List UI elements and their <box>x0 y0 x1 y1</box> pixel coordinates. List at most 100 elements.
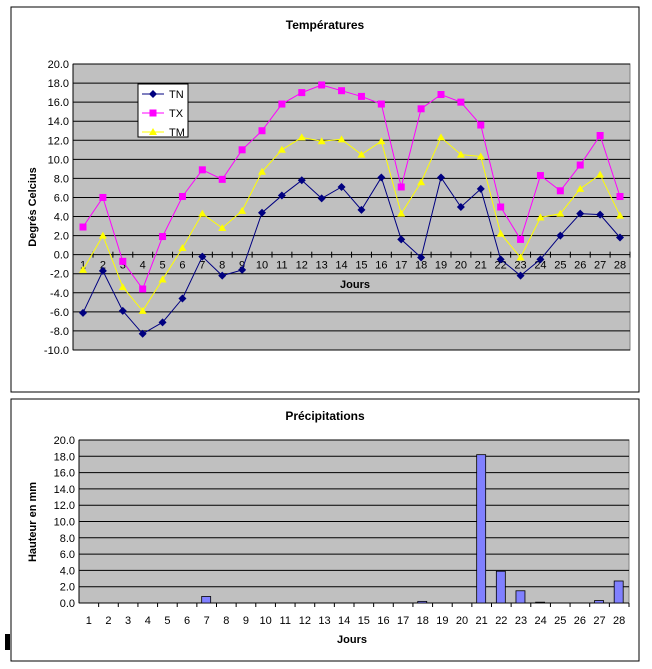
y-tick-label: 20.0 <box>48 59 69 71</box>
precip-bar <box>476 454 487 604</box>
point-tx <box>517 235 525 243</box>
point-tm <box>616 211 624 219</box>
precip-bar <box>515 590 526 604</box>
point-tx <box>457 98 465 106</box>
point-tx <box>536 172 544 180</box>
point-tn <box>397 235 406 244</box>
point-tn <box>118 306 127 315</box>
legend-label: TX <box>169 108 184 120</box>
x-tick-label: 6 <box>179 260 185 272</box>
point-tx <box>139 285 147 293</box>
point-tx <box>238 146 246 154</box>
x-tick-label: 19 <box>435 260 447 272</box>
x-tick-label: 28 <box>614 260 626 272</box>
point-tm <box>118 283 127 291</box>
x-tick-label: 13 <box>316 260 328 272</box>
x-tick-label: 28 <box>613 615 625 627</box>
point-tn <box>377 173 386 182</box>
point-tx <box>497 203 505 211</box>
point-tn <box>238 265 247 274</box>
x-tick-label: 12 <box>299 615 311 627</box>
point-tm <box>218 223 227 231</box>
x-tick-label: 19 <box>436 615 448 627</box>
x-tick-label: 4 <box>140 260 146 272</box>
point-tm <box>516 253 525 261</box>
point-tm <box>178 243 187 251</box>
precipitation-title: Précipitations <box>285 409 365 423</box>
point-tm <box>476 152 485 160</box>
y-tick-label: 18.0 <box>48 78 69 90</box>
point-tm <box>536 213 545 221</box>
x-tick-label: 23 <box>515 615 527 627</box>
point-tn <box>476 184 485 193</box>
x-tick-label: 3 <box>125 615 131 627</box>
point-tn <box>337 182 346 191</box>
x-tick-label: 12 <box>296 260 308 272</box>
legend-marker <box>149 128 157 135</box>
point-tx <box>198 166 206 174</box>
corner-marker <box>5 634 10 650</box>
x-tick-label: 14 <box>338 615 350 627</box>
y-tick-label: 4.0 <box>54 212 69 224</box>
x-tick-label: 15 <box>355 260 367 272</box>
y-tick-label: 16.0 <box>54 468 75 480</box>
y-tick-label: 16.0 <box>48 97 69 109</box>
x-tick-label: 10 <box>256 260 268 272</box>
x-tick-label: 21 <box>476 615 488 627</box>
point-tn <box>596 210 605 219</box>
point-tx <box>298 89 306 97</box>
series-line-tm <box>82 136 621 312</box>
point-tn <box>556 231 565 240</box>
point-tx <box>119 257 127 265</box>
point-tm <box>437 133 445 141</box>
temperature-ylabel: Degrés Celcius <box>27 167 39 246</box>
point-tx <box>437 91 445 99</box>
point-tm <box>357 150 366 158</box>
point-tx <box>596 132 604 139</box>
x-tick-label: 26 <box>574 615 586 627</box>
series-line-tn <box>82 176 621 335</box>
point-tn <box>496 255 505 264</box>
x-tick-label: 25 <box>554 615 566 627</box>
y-tick-label: 6.0 <box>54 192 69 204</box>
precip-bar <box>417 600 428 604</box>
x-tick-label: 3 <box>120 260 126 272</box>
x-tick-label: 20 <box>455 260 467 272</box>
x-tick-label: 2 <box>100 260 106 272</box>
x-tick-label: 11 <box>276 260 287 272</box>
point-tm <box>297 133 306 141</box>
legend-label: TN <box>169 89 184 101</box>
point-tn <box>417 253 426 262</box>
x-tick-label: 2 <box>105 615 111 627</box>
x-tick-label: 25 <box>554 260 566 272</box>
point-tn <box>198 252 207 261</box>
legend <box>137 83 189 138</box>
x-tick-label: 7 <box>199 260 205 272</box>
y-tick-label: 2.0 <box>60 582 75 594</box>
x-tick-label: 18 <box>415 260 427 272</box>
y-tick-label: 2.0 <box>54 231 69 243</box>
y-tick-label: 10.0 <box>54 517 75 529</box>
x-tick-label: 24 <box>534 260 546 272</box>
point-tm <box>238 206 247 214</box>
point-tm <box>377 137 386 145</box>
y-tick-label: 0.0 <box>60 598 75 610</box>
y-tick-label: -2.0 <box>50 269 69 281</box>
legend-marker <box>149 109 157 117</box>
y-tick-label: 14.0 <box>48 116 69 128</box>
point-tn <box>616 233 624 242</box>
point-tm <box>258 167 266 175</box>
point-tm <box>277 145 286 153</box>
point-tx <box>417 105 425 113</box>
x-tick-label: 27 <box>594 260 606 272</box>
point-tx <box>477 121 485 129</box>
point-tx <box>79 223 87 231</box>
point-tm <box>79 265 87 273</box>
point-tx <box>576 161 584 169</box>
x-tick-label: 14 <box>335 260 347 272</box>
point-tn <box>456 203 465 211</box>
point-tn <box>437 173 445 182</box>
temperature-xlabel: Jours <box>340 279 370 291</box>
point-tn <box>277 191 286 200</box>
